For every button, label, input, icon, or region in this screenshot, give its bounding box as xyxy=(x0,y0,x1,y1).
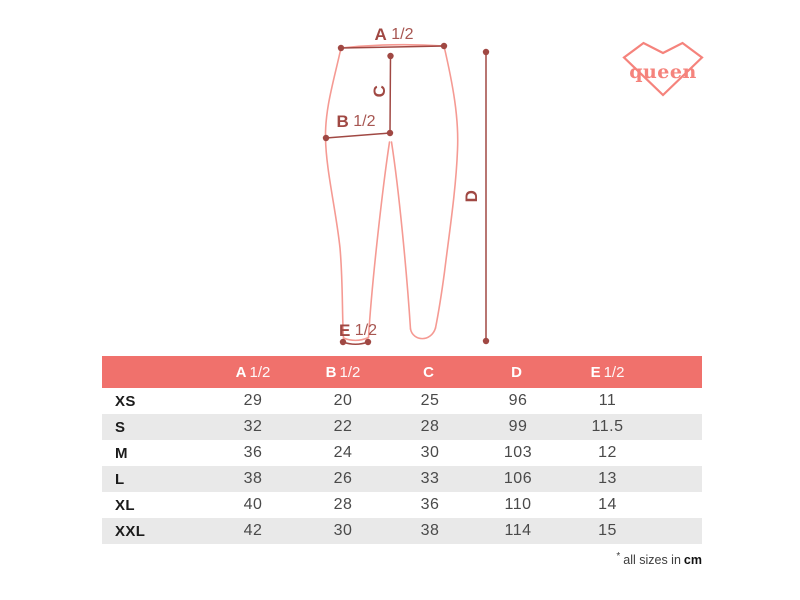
value-cell: 24 xyxy=(333,444,353,461)
waistband-line xyxy=(340,43,445,49)
size-label: XS xyxy=(115,392,136,410)
value-cell: 11.5 xyxy=(591,418,624,435)
measure-fraction-b: 1/2 xyxy=(353,113,376,130)
measure-dot xyxy=(337,44,345,52)
header-col-e: E 1/2 xyxy=(590,363,625,381)
left-outer-seam xyxy=(324,47,345,339)
value-cell: 14 xyxy=(598,496,617,513)
measure-dot xyxy=(482,337,490,345)
measure-dot xyxy=(440,42,448,50)
measure-dot xyxy=(386,129,394,137)
measure-letter-b: B xyxy=(336,112,350,131)
garment-outline xyxy=(324,43,459,342)
value-cell: 106 xyxy=(503,470,533,487)
table-row: L 38 26 33 106 13 xyxy=(102,466,702,492)
table-row: M 36 24 30 103 12 xyxy=(102,440,702,466)
table-row: S 32 22 28 99 11.5 xyxy=(102,414,702,440)
value-cell: 25 xyxy=(420,392,440,409)
brand-logo: queen xyxy=(622,40,704,98)
measure-line-b xyxy=(325,132,391,139)
measurement-dots xyxy=(322,42,490,346)
measure-letter-d: D xyxy=(462,189,481,203)
measure-letter-c: C xyxy=(370,84,389,98)
measure-dot xyxy=(322,134,330,142)
value-cell: 30 xyxy=(333,522,353,539)
measure-letter-e: E xyxy=(338,321,351,340)
header-col-d: D xyxy=(511,363,522,381)
heart-icon: queen xyxy=(622,41,704,97)
footnote-text: all sizes in xyxy=(623,553,681,568)
measure-label-d: D xyxy=(462,179,481,213)
measure-line-a xyxy=(340,45,445,49)
value-cell: 103 xyxy=(503,444,533,461)
table-row: XS 29 20 25 96 11 xyxy=(102,388,702,414)
header-spacer xyxy=(652,356,702,388)
measure-line-c xyxy=(389,55,392,134)
measure-line-e xyxy=(342,341,369,345)
size-label: S xyxy=(115,418,126,436)
size-table: A 1/2 B 1/2 C D E 1/2 XS 29 20 25 96 11 S 3… xyxy=(102,356,702,544)
value-cell: 33 xyxy=(420,470,440,487)
left-hem-line xyxy=(342,336,370,342)
size-label: XL xyxy=(115,496,135,514)
units-footnote: * all sizes in cm xyxy=(616,551,702,567)
value-cell: 20 xyxy=(333,392,353,409)
value-cell: 32 xyxy=(243,418,263,435)
value-cell: 40 xyxy=(243,496,263,513)
value-cell: 22 xyxy=(333,418,353,435)
measure-dot xyxy=(339,338,347,346)
value-cell: 38 xyxy=(243,470,263,487)
value-cell: 28 xyxy=(420,418,440,435)
measure-label-e: E 1/2 xyxy=(322,321,394,341)
value-cell: 114 xyxy=(504,522,532,539)
right-inner-seam xyxy=(390,141,412,330)
footnote-asterisk: * xyxy=(616,551,621,562)
table-row: XL 40 28 36 110 14 xyxy=(102,492,702,518)
measure-dot xyxy=(482,48,490,56)
value-cell: 15 xyxy=(598,522,617,539)
right-outer-seam xyxy=(434,45,459,329)
value-cell: 36 xyxy=(420,496,440,513)
value-cell: 26 xyxy=(333,470,353,487)
table-row: XXL 42 30 38 114 15 xyxy=(102,518,702,544)
size-label: M xyxy=(115,444,128,462)
measure-dot xyxy=(387,52,394,60)
measure-fraction-a: 1/2 xyxy=(391,26,414,43)
footnote-unit: cm xyxy=(683,553,702,568)
measure-dot xyxy=(364,338,372,346)
value-cell: 110 xyxy=(504,496,532,513)
value-cell: 99 xyxy=(508,418,528,435)
header-col-a: A 1/2 xyxy=(235,363,271,381)
value-cell: 28 xyxy=(333,496,353,513)
value-cell: 29 xyxy=(243,392,263,409)
value-cell: 96 xyxy=(508,392,528,409)
value-cell: 11 xyxy=(598,392,617,409)
table-header-row: A 1/2 B 1/2 C D E 1/2 xyxy=(102,356,702,388)
value-cell: 42 xyxy=(243,522,263,539)
measure-fraction-e: 1/2 xyxy=(354,322,378,339)
measure-label-a: A 1/2 xyxy=(358,25,430,45)
value-cell: 36 xyxy=(243,444,263,461)
right-hem-line xyxy=(409,327,437,340)
value-cell: 30 xyxy=(420,444,440,461)
header-size-col xyxy=(102,356,207,388)
leggings-diagram xyxy=(322,42,490,346)
left-inner-seam xyxy=(367,141,391,339)
size-label: L xyxy=(115,470,125,488)
header-col-b: B 1/2 xyxy=(325,363,361,381)
measure-label-b: B 1/2 xyxy=(320,112,392,132)
measure-letter-a: A xyxy=(374,25,388,44)
header-col-c: C xyxy=(423,363,434,381)
value-cell: 13 xyxy=(598,470,617,487)
value-cell: 38 xyxy=(420,522,440,539)
logo-text: queen xyxy=(629,61,697,83)
measure-label-c: C xyxy=(370,74,389,108)
value-cell: 12 xyxy=(598,444,617,461)
size-label: XXL xyxy=(115,522,146,540)
